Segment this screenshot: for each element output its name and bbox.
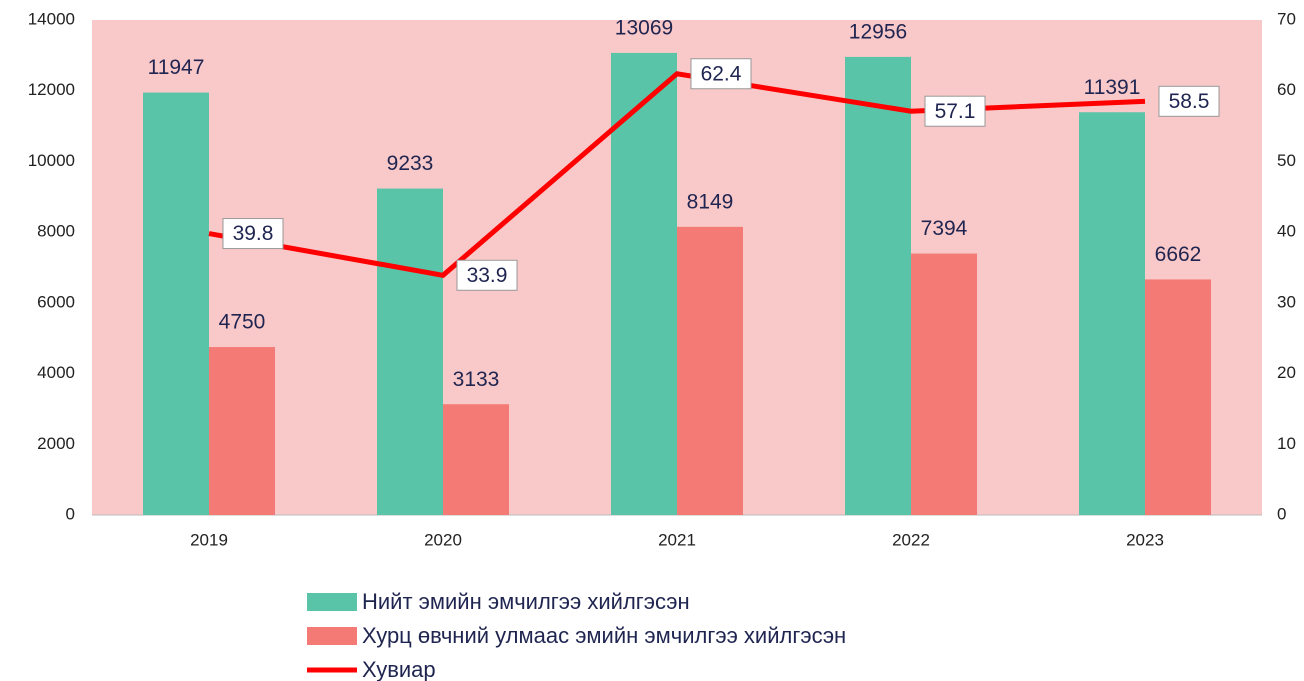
bar (143, 92, 209, 516)
bar (611, 52, 677, 515)
y2-tick-label: 70 (1277, 9, 1296, 28)
legend-label: Хурц өвчний улмаас эмийн эмчилгээ хийлгэ… (362, 623, 846, 648)
bar-value-label: 4750 (219, 311, 266, 334)
y2-tick-label: 60 (1277, 80, 1296, 99)
y-tick-label: 8000 (37, 222, 75, 241)
line-value-label: 62.4 (701, 62, 742, 85)
line-label-box (924, 95, 986, 127)
line-label-box (222, 218, 284, 250)
bar (911, 253, 977, 516)
line-label-box (456, 259, 518, 291)
bar-value-label: 11947 (148, 56, 205, 79)
y2-tick-label: 50 (1277, 151, 1296, 170)
line-value-label: 33.9 (467, 264, 508, 287)
bar (1145, 279, 1211, 515)
bar-value-label: 7394 (921, 217, 968, 240)
y2-tick-label: 0 (1277, 504, 1286, 523)
y-tick-label: 2000 (37, 434, 75, 453)
y2-tick-label: 30 (1277, 292, 1296, 311)
bar (443, 404, 509, 515)
y-tick-label: 6000 (37, 292, 75, 311)
legend-label: Хувиар (362, 657, 436, 681)
bar-value-label: 11391 (1084, 76, 1141, 99)
legend-swatch (307, 593, 357, 611)
x-tick-label: 2022 (892, 530, 930, 549)
y2-tick-label: 10 (1277, 434, 1296, 453)
y2-tick-label: 40 (1277, 222, 1296, 241)
legend-swatch (307, 627, 357, 645)
line-value-label: 39.8 (233, 222, 274, 245)
y-tick-label: 4000 (37, 363, 75, 382)
bar-value-label: 12956 (849, 20, 907, 43)
x-tick-label: 2023 (1126, 530, 1164, 549)
bar (209, 347, 275, 515)
y-tick-label: 14000 (28, 9, 75, 28)
line-value-label: 57.1 (935, 100, 976, 123)
bar-value-label: 13069 (615, 16, 673, 39)
bar (677, 226, 743, 516)
y2-tick-label: 20 (1277, 363, 1296, 382)
x-tick-label: 2019 (190, 530, 228, 549)
line (208, 71, 1146, 278)
bar (1079, 112, 1145, 515)
bar (377, 188, 443, 516)
bar-value-label: 8149 (687, 190, 734, 213)
bar-value-label: 9233 (387, 152, 434, 175)
x-tick-label: 2020 (424, 530, 462, 549)
x-tick-label: 2021 (658, 530, 696, 549)
y-tick-label: 0 (66, 504, 75, 523)
bar-value-label: 6662 (1155, 243, 1202, 266)
line-value-label: 58.5 (1169, 90, 1210, 113)
bar (845, 56, 911, 516)
bar-value-label: 3133 (453, 368, 500, 391)
y-tick-label: 10000 (28, 151, 75, 170)
line-label-box (1158, 85, 1220, 117)
line-label-box (690, 58, 752, 90)
legend-label: Нийт эмийн эмчилгээ хийлгэсэн (362, 589, 690, 614)
y-tick-label: 12000 (28, 80, 75, 99)
